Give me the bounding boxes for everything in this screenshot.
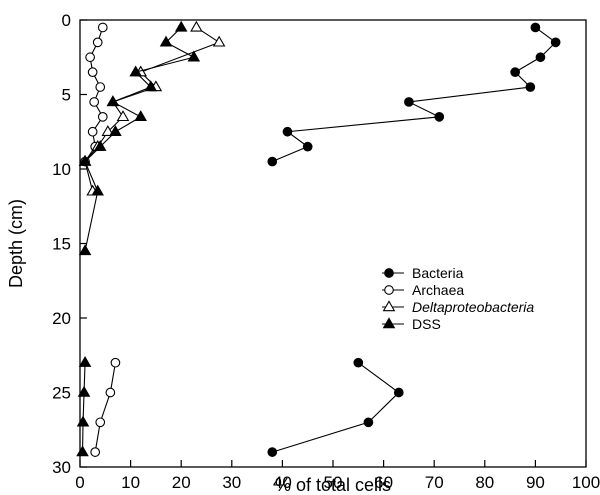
legend-item-deltaproteobacteria: Deltaproteobacteria [382, 299, 534, 315]
x-tick-label: 0 [75, 473, 84, 492]
legend-item-dss: DSS [382, 316, 441, 332]
point-deltaproteobacteria [212, 35, 226, 47]
y-tick-label: 15 [52, 235, 71, 254]
x-tick-label: 60 [374, 473, 393, 492]
point-dss [91, 184, 104, 196]
point-dss [77, 385, 91, 397]
point-dss [174, 20, 188, 32]
x-tick-label: 40 [273, 473, 292, 492]
point-bacteria [267, 447, 278, 457]
legend-marker-bacteria [384, 268, 394, 278]
x-tick-label: 70 [425, 473, 444, 492]
y-tick-label: 10 [52, 160, 71, 179]
point-dss [187, 50, 201, 62]
point-archaea [90, 447, 101, 457]
series-line-dss [81, 362, 86, 453]
point-archaea [95, 82, 106, 92]
x-tick-label: 20 [172, 473, 191, 492]
point-dss [78, 355, 92, 367]
legend-label: Archaea [412, 282, 464, 298]
point-bacteria [353, 357, 364, 368]
point-dss [106, 95, 120, 107]
series-deltaproteobacteria [78, 20, 226, 196]
point-archaea [97, 111, 108, 122]
point-deltaproteobacteria [116, 110, 130, 122]
x-tick-label: 30 [222, 473, 241, 492]
point-dss [129, 65, 142, 77]
point-archaea [85, 52, 95, 63]
legend-marker-archaea [384, 285, 394, 295]
y-tick-label: 25 [52, 384, 71, 403]
point-archaea [87, 67, 98, 77]
series-line-bacteria [272, 27, 557, 163]
point-dss [134, 110, 147, 122]
series-line-deltaproteobacteria [84, 26, 221, 192]
legend-item-archaea: Archaea [382, 282, 464, 298]
point-archaea [110, 357, 121, 368]
point-archaea [87, 126, 98, 137]
point-dss [78, 154, 92, 166]
point-archaea [95, 417, 106, 428]
point-bacteria [404, 97, 414, 107]
point-archaea [97, 22, 108, 33]
axes: 0 10 20 30 40 50 60 70 80 90 100 0 5 10 15 20 25 30 [52, 11, 600, 492]
point-bacteria [302, 141, 313, 152]
point-bacteria [267, 156, 278, 167]
point-dss [76, 415, 90, 427]
point-dss [159, 35, 173, 47]
point-deltaproteobacteria [101, 125, 115, 136]
point-bacteria [434, 111, 445, 122]
point-bacteria [550, 37, 561, 48]
x-tick-label: 100 [572, 473, 600, 492]
y-tick-label: 30 [52, 458, 71, 477]
x-tick-label: 10 [121, 473, 140, 492]
point-bacteria [363, 417, 374, 428]
series-line-archaea [84, 27, 104, 162]
point-archaea [89, 97, 100, 107]
legend-item-bacteria: Bacteria [382, 265, 464, 281]
point-dss [144, 80, 158, 92]
series-bacteria [267, 22, 561, 457]
point-bacteria [530, 22, 541, 33]
y-tick-label: 0 [62, 11, 71, 30]
y-tick-label: 5 [62, 86, 71, 105]
point-dss [78, 244, 92, 256]
point-dss [76, 445, 89, 457]
point-archaea [92, 37, 103, 48]
legend-marker-dss [382, 317, 396, 329]
legend-label: Deltaproteobacteria [412, 299, 534, 315]
point-dss [93, 139, 107, 151]
point-deltaproteobacteria [190, 20, 203, 32]
series-layer [76, 20, 561, 457]
y-axis-label: Depth (cm) [6, 199, 26, 288]
x-tick-label: 50 [324, 473, 343, 492]
series-line-dss [84, 27, 196, 252]
x-tick-label: 80 [475, 473, 494, 492]
point-bacteria [535, 52, 546, 63]
point-bacteria [525, 82, 536, 92]
point-bacteria [393, 387, 404, 398]
x-axis-label: % of total cells [275, 475, 391, 495]
legend-marker-deltaproteobacteria [382, 300, 396, 312]
point-bacteria [510, 67, 521, 77]
y-tick-label: 20 [52, 309, 71, 328]
point-archaea [105, 387, 116, 398]
point-bacteria [282, 126, 293, 137]
point-dss [109, 125, 122, 136]
series-line-bacteria [272, 362, 400, 453]
series-line-archaea [94, 362, 116, 453]
series-dss [76, 20, 201, 457]
legend-label: Bacteria [412, 265, 464, 281]
legend-label: DSS [412, 316, 441, 332]
x-tick-label: 90 [526, 473, 545, 492]
